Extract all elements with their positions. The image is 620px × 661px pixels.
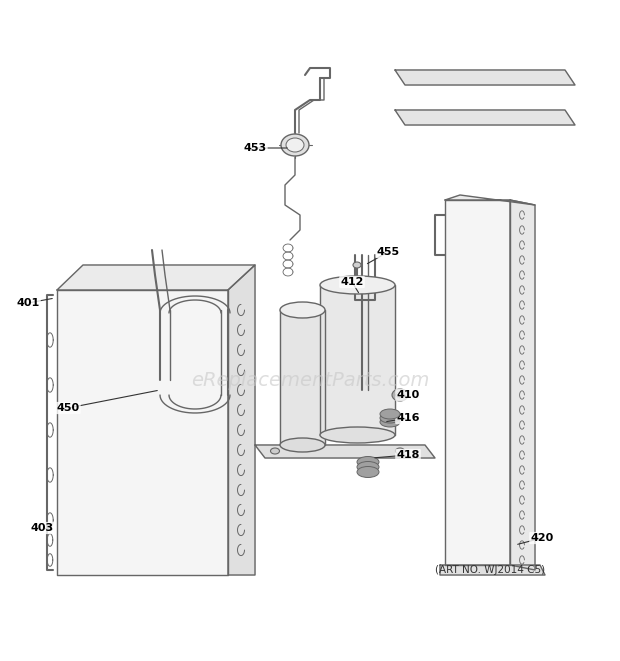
- Ellipse shape: [357, 457, 379, 467]
- Polygon shape: [510, 200, 535, 570]
- Ellipse shape: [396, 448, 404, 454]
- Text: 418: 418: [396, 450, 420, 460]
- Ellipse shape: [281, 134, 309, 156]
- Text: 401: 401: [16, 298, 40, 308]
- Polygon shape: [440, 565, 545, 575]
- Polygon shape: [395, 110, 575, 125]
- Ellipse shape: [270, 448, 280, 454]
- Ellipse shape: [357, 467, 379, 477]
- Ellipse shape: [320, 427, 395, 443]
- Text: 420: 420: [530, 533, 554, 543]
- Ellipse shape: [280, 302, 325, 318]
- Ellipse shape: [396, 392, 404, 398]
- Text: 416: 416: [396, 413, 420, 423]
- Polygon shape: [228, 265, 255, 575]
- Polygon shape: [57, 290, 228, 575]
- Polygon shape: [445, 200, 510, 565]
- Text: eReplacementParts.com: eReplacementParts.com: [191, 371, 429, 389]
- Text: 455: 455: [376, 247, 399, 257]
- Ellipse shape: [380, 409, 400, 419]
- Polygon shape: [57, 265, 255, 290]
- Ellipse shape: [392, 389, 408, 401]
- Polygon shape: [320, 285, 395, 435]
- Ellipse shape: [353, 262, 361, 268]
- Text: (ART NO. WJ2014 C5): (ART NO. WJ2014 C5): [435, 565, 545, 575]
- Text: 403: 403: [30, 523, 53, 533]
- Text: 450: 450: [56, 403, 79, 413]
- Polygon shape: [255, 445, 435, 458]
- Ellipse shape: [286, 138, 304, 152]
- Ellipse shape: [280, 438, 325, 452]
- Text: 410: 410: [396, 390, 420, 400]
- Polygon shape: [280, 310, 325, 445]
- Polygon shape: [445, 195, 535, 205]
- Ellipse shape: [380, 417, 400, 427]
- Text: 412: 412: [340, 277, 364, 287]
- Ellipse shape: [357, 461, 379, 473]
- Text: 453: 453: [244, 143, 267, 153]
- Ellipse shape: [320, 276, 395, 294]
- Ellipse shape: [380, 413, 400, 423]
- Polygon shape: [395, 70, 575, 85]
